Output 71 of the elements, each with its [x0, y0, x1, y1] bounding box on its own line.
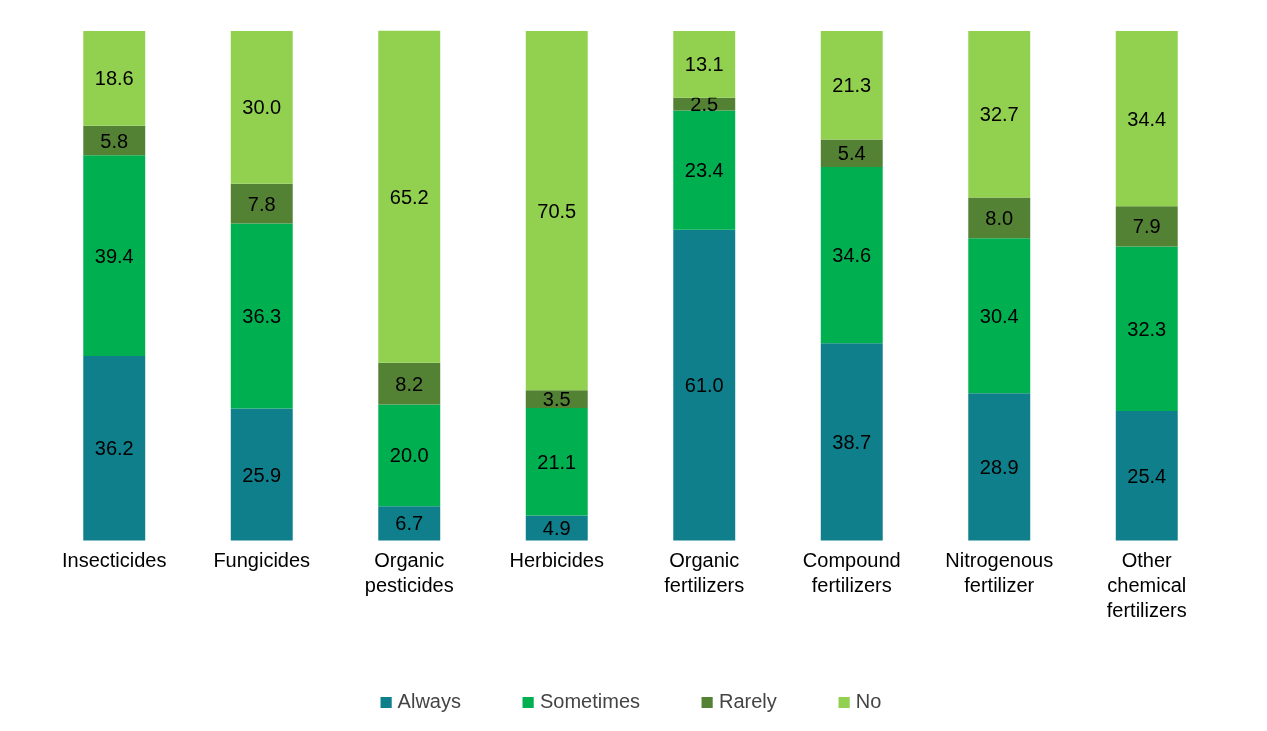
bar — [820, 343, 883, 541]
bar — [230, 31, 293, 184]
legend-label: No — [855, 690, 882, 713]
data-label: 21.3 — [832, 74, 872, 97]
bar — [525, 31, 588, 391]
data-label: 36.2 — [94, 437, 134, 460]
bar — [378, 30, 441, 363]
legend-label: Always — [397, 690, 461, 713]
data-label: 25.4 — [1127, 464, 1167, 487]
x-tick-label: Fungicides — [213, 548, 311, 571]
data-label: 70.5 — [537, 199, 577, 222]
x-tick-label: Nitrogenous fertilizer — [945, 548, 1054, 596]
x-tick-label: Organic pesticides — [364, 548, 454, 596]
bar — [1115, 411, 1178, 541]
x-tick-label: Other chemical fertilizers — [1106, 548, 1187, 622]
legend-label: Rarely — [719, 690, 777, 713]
data-label: 2.5 — [690, 93, 719, 116]
data-label: 30.4 — [979, 304, 1019, 327]
bar — [230, 223, 293, 409]
bar — [378, 362, 441, 405]
data-label: 13.1 — [684, 53, 724, 76]
bar — [378, 404, 441, 507]
data-label: 23.4 — [684, 159, 724, 182]
x-tick-label: Insecticides — [62, 548, 167, 571]
bar — [1115, 246, 1178, 412]
data-label: 30.0 — [242, 96, 282, 119]
data-label: 61.0 — [684, 374, 724, 397]
data-label: 8.2 — [395, 372, 424, 395]
data-label: 34.4 — [1127, 107, 1167, 130]
data-label: 65.2 — [389, 185, 429, 208]
data-label: 21.1 — [537, 450, 577, 473]
bar — [230, 183, 293, 224]
data-label: 5.8 — [100, 129, 129, 152]
data-label: 36.3 — [242, 305, 282, 328]
bar — [673, 31, 736, 98]
data-label: 6.7 — [395, 512, 424, 535]
bar — [1115, 31, 1178, 207]
data-label: 38.7 — [832, 430, 872, 453]
bar — [968, 238, 1031, 394]
data-label: 7.8 — [247, 192, 276, 215]
bar — [83, 155, 146, 357]
data-label: 32.7 — [979, 103, 1019, 126]
data-label: 5.4 — [837, 142, 866, 165]
bar — [83, 356, 146, 541]
bar — [820, 167, 883, 344]
bar — [230, 408, 293, 541]
data-label: 25.9 — [242, 463, 282, 486]
data-label: 28.9 — [979, 455, 1019, 478]
bar — [673, 229, 736, 541]
bar — [83, 31, 146, 126]
bar — [378, 506, 441, 541]
bar — [968, 31, 1031, 198]
data-label: 32.3 — [1127, 317, 1167, 340]
bar — [968, 197, 1031, 239]
data-label: 4.9 — [542, 517, 571, 540]
data-label: 3.5 — [542, 388, 571, 411]
bar — [968, 393, 1031, 541]
data-label: 7.9 — [1132, 215, 1161, 238]
bar — [820, 31, 883, 140]
bar — [525, 408, 588, 516]
data-label: 8.0 — [985, 206, 1014, 229]
bar — [673, 110, 736, 230]
data-label: 18.6 — [94, 67, 134, 90]
bar — [1115, 206, 1178, 247]
data-label: 34.6 — [832, 244, 872, 267]
x-tick-label: Compound fertilizers — [802, 548, 901, 596]
data-label: 39.4 — [94, 244, 134, 267]
legend-label: Sometimes — [539, 690, 641, 713]
x-tick-label: Herbicides — [509, 548, 604, 571]
x-tick-label: Organic fertilizers — [664, 548, 745, 596]
data-label: 20.0 — [389, 444, 429, 467]
